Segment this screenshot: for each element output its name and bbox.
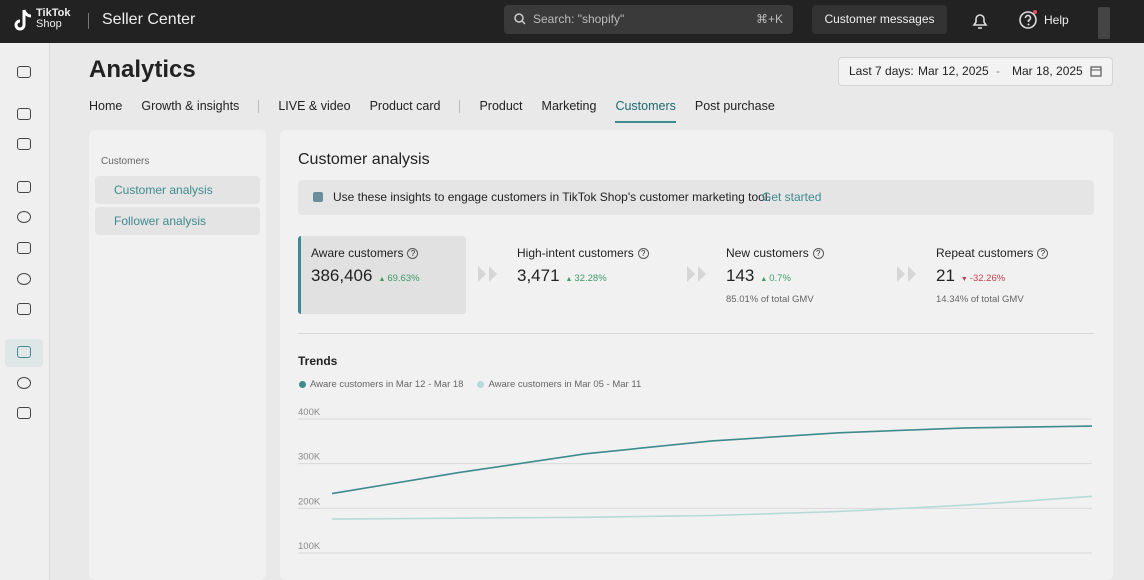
- search-box[interactable]: Search: "shopify" ⌘+K: [504, 5, 793, 34]
- logo-bottom: Shop: [36, 19, 70, 30]
- tab[interactable]: Product: [479, 99, 522, 123]
- help-icon[interactable]: [1018, 10, 1038, 30]
- search-shortcut: ⌘+K: [756, 12, 783, 26]
- metric-note: 14.34% of total GMV: [936, 294, 1084, 305]
- legend-label: Aware customers in Mar 05 - Mar 11: [488, 379, 641, 390]
- metric-change-value: 32.28%: [574, 273, 606, 284]
- notification-icon[interactable]: [970, 11, 990, 31]
- banner-text: Use these insights to engage customers i…: [333, 180, 771, 215]
- metric-change: ▲ 69.63%: [378, 273, 419, 284]
- metric-change: ▲ 0.7%: [760, 273, 791, 284]
- brand: Seller Center: [102, 11, 195, 29]
- legend-item[interactable]: Aware customers in Mar 05 - Mar 11: [477, 379, 641, 390]
- banner-link[interactable]: Get started: [762, 180, 821, 215]
- metric-note: 85.01% of total GMV: [726, 294, 874, 305]
- metric-card[interactable]: High-intent customers? 3,471 ▲ 32.28%: [507, 236, 675, 314]
- date-start: Mar 12, 2025: [918, 58, 989, 85]
- legend-swatch: [299, 381, 306, 388]
- side-item[interactable]: Customer analysis: [95, 176, 260, 204]
- tab[interactable]: LIVE & video: [278, 99, 350, 123]
- chart: 100K 200K 300K 400K: [290, 400, 1100, 580]
- metric-change-value: 69.63%: [387, 273, 419, 284]
- tab[interactable]: Marketing: [542, 99, 597, 123]
- tab-bar: Home Growth & insights LIVE & video Product…: [89, 99, 775, 123]
- trend-line: [332, 426, 1092, 494]
- legend-swatch: [477, 381, 484, 388]
- y-tick-label: 400K: [298, 407, 321, 418]
- search-placeholder: Search: "shopify": [533, 12, 624, 26]
- metric-card[interactable]: Aware customers? 386,406 ▲ 69.63%: [298, 236, 466, 314]
- date-end: Mar 18, 2025: [1012, 58, 1083, 85]
- y-tick-label: 300K: [298, 452, 321, 463]
- messages-button[interactable]: Customer messages: [812, 5, 947, 34]
- top-bar: TikTokShop Seller Center Search: "shopif…: [0, 0, 1144, 43]
- tab[interactable]: Customers: [615, 99, 675, 123]
- metric-value: 3,471: [517, 266, 560, 285]
- metric-change-value: -32.26%: [970, 273, 1005, 284]
- date-picker[interactable]: Last 7 days: Mar 12, 2025 - Mar 18, 2025: [838, 57, 1113, 86]
- metric-label: New customers?: [726, 246, 874, 260]
- panel-title: Customer analysis: [298, 151, 430, 169]
- date-separator: -: [996, 58, 1000, 85]
- metric-change-value: 0.7%: [769, 273, 791, 284]
- side-menu: Customers Customer analysis Follower anal…: [89, 130, 266, 580]
- legend-label: Aware customers in Mar 12 - Mar 18: [310, 379, 463, 390]
- left-nav: [0, 43, 50, 580]
- metric-card[interactable]: New customers? 143 ▲ 0.7% 85.01% of total G…: [716, 236, 884, 314]
- side-heading: Customers: [101, 156, 149, 167]
- metric-value-row: 386,406 ▲ 69.63%: [311, 266, 456, 286]
- tab[interactable]: Home: [89, 99, 122, 123]
- metric-value-row: 3,471 ▲ 32.28%: [517, 266, 665, 286]
- metric-label: Aware customers?: [311, 246, 456, 260]
- tab[interactable]: Product card: [370, 99, 441, 123]
- legend: Aware customers in Mar 12 - Mar 18 Aware …: [299, 379, 641, 390]
- banner: Use these insights to engage customers i…: [298, 180, 1094, 215]
- page-title: Analytics: [89, 56, 196, 84]
- metric-card[interactable]: Repeat customers? 21 ▼ -32.26% 14.34% of to…: [926, 236, 1094, 314]
- logo-icon: [11, 8, 35, 34]
- y-tick-label: 100K: [298, 541, 321, 552]
- metric-value: 143: [726, 266, 754, 285]
- logo-text: TikTokShop: [36, 8, 70, 30]
- metric-value: 386,406: [311, 266, 372, 285]
- metric-label: Repeat customers?: [936, 246, 1084, 260]
- legend-item[interactable]: Aware customers in Mar 12 - Mar 18: [299, 379, 463, 390]
- help-label[interactable]: Help: [1044, 13, 1069, 27]
- tab[interactable]: Growth & insights: [141, 99, 239, 123]
- chart-title: Trends: [298, 354, 337, 368]
- metric-change: ▼ -32.26%: [961, 273, 1005, 284]
- trend-line: [332, 496, 1092, 519]
- date-prefix: Last 7 days:: [849, 58, 914, 85]
- side-item[interactable]: Follower analysis: [95, 207, 260, 235]
- metric-value-row: 21 ▼ -32.26%: [936, 266, 1084, 286]
- metric-change: ▲ 32.28%: [566, 273, 607, 284]
- y-tick-label: 200K: [298, 496, 321, 507]
- metric-value: 21: [936, 266, 955, 285]
- metric-label: High-intent customers?: [517, 246, 665, 260]
- tab[interactable]: Post purchase: [695, 99, 775, 123]
- metric-value-row: 143 ▲ 0.7%: [726, 266, 874, 286]
